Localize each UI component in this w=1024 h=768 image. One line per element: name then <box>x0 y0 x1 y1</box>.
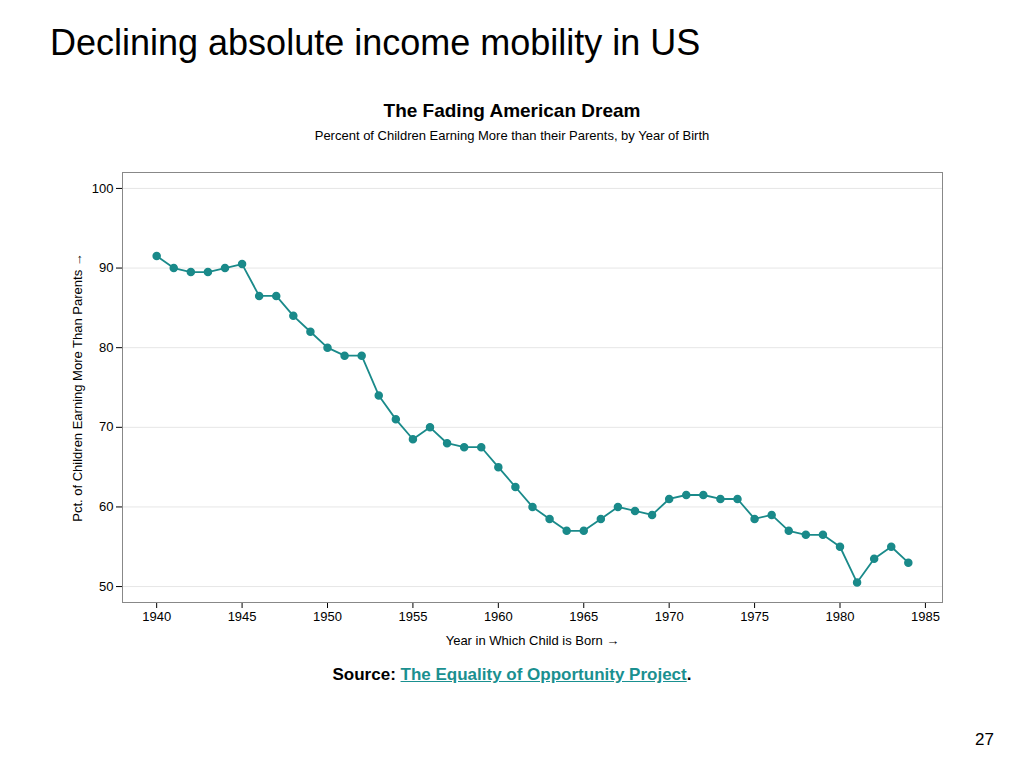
svg-text:1975: 1975 <box>740 609 769 624</box>
svg-text:100: 100 <box>92 181 114 196</box>
html-text:Source: The Equality of Opport: Source: The Equality of Opportunity Proj… <box>332 665 692 684</box>
html-text:27: 27 <box>975 730 994 749</box>
html-text:The Fading American Dream: The Fading American Dream <box>383 100 641 121</box>
svg-text:1980: 1980 <box>826 609 855 624</box>
svg-text:Pct. of Children Earning More: Pct. of Children Earning More Than Paren… <box>70 253 85 522</box>
svg-text:Year in Which Child is Born →: Year in Which Child is Born → <box>446 633 620 648</box>
svg-text:1970: 1970 <box>655 609 684 624</box>
svg-text:50: 50 <box>99 579 113 594</box>
svg-text:1945: 1945 <box>228 609 257 624</box>
svg-text:1955: 1955 <box>398 609 427 624</box>
svg-text:70: 70 <box>99 419 113 434</box>
html-text:Declining absolute income mobi: Declining absolute income mobility in US <box>50 22 701 63</box>
svg-text:1950: 1950 <box>313 609 342 624</box>
svg-text:60: 60 <box>99 499 113 514</box>
svg-text:1940: 1940 <box>142 609 171 624</box>
svg-text:1965: 1965 <box>569 609 598 624</box>
svg-text:1960: 1960 <box>484 609 513 624</box>
svg-text:80: 80 <box>99 340 113 355</box>
html-text:Percent of Children Earning Mo: Percent of Children Earning More than th… <box>314 128 710 143</box>
svg-text:1985: 1985 <box>911 609 940 624</box>
svg-text:90: 90 <box>99 260 113 275</box>
